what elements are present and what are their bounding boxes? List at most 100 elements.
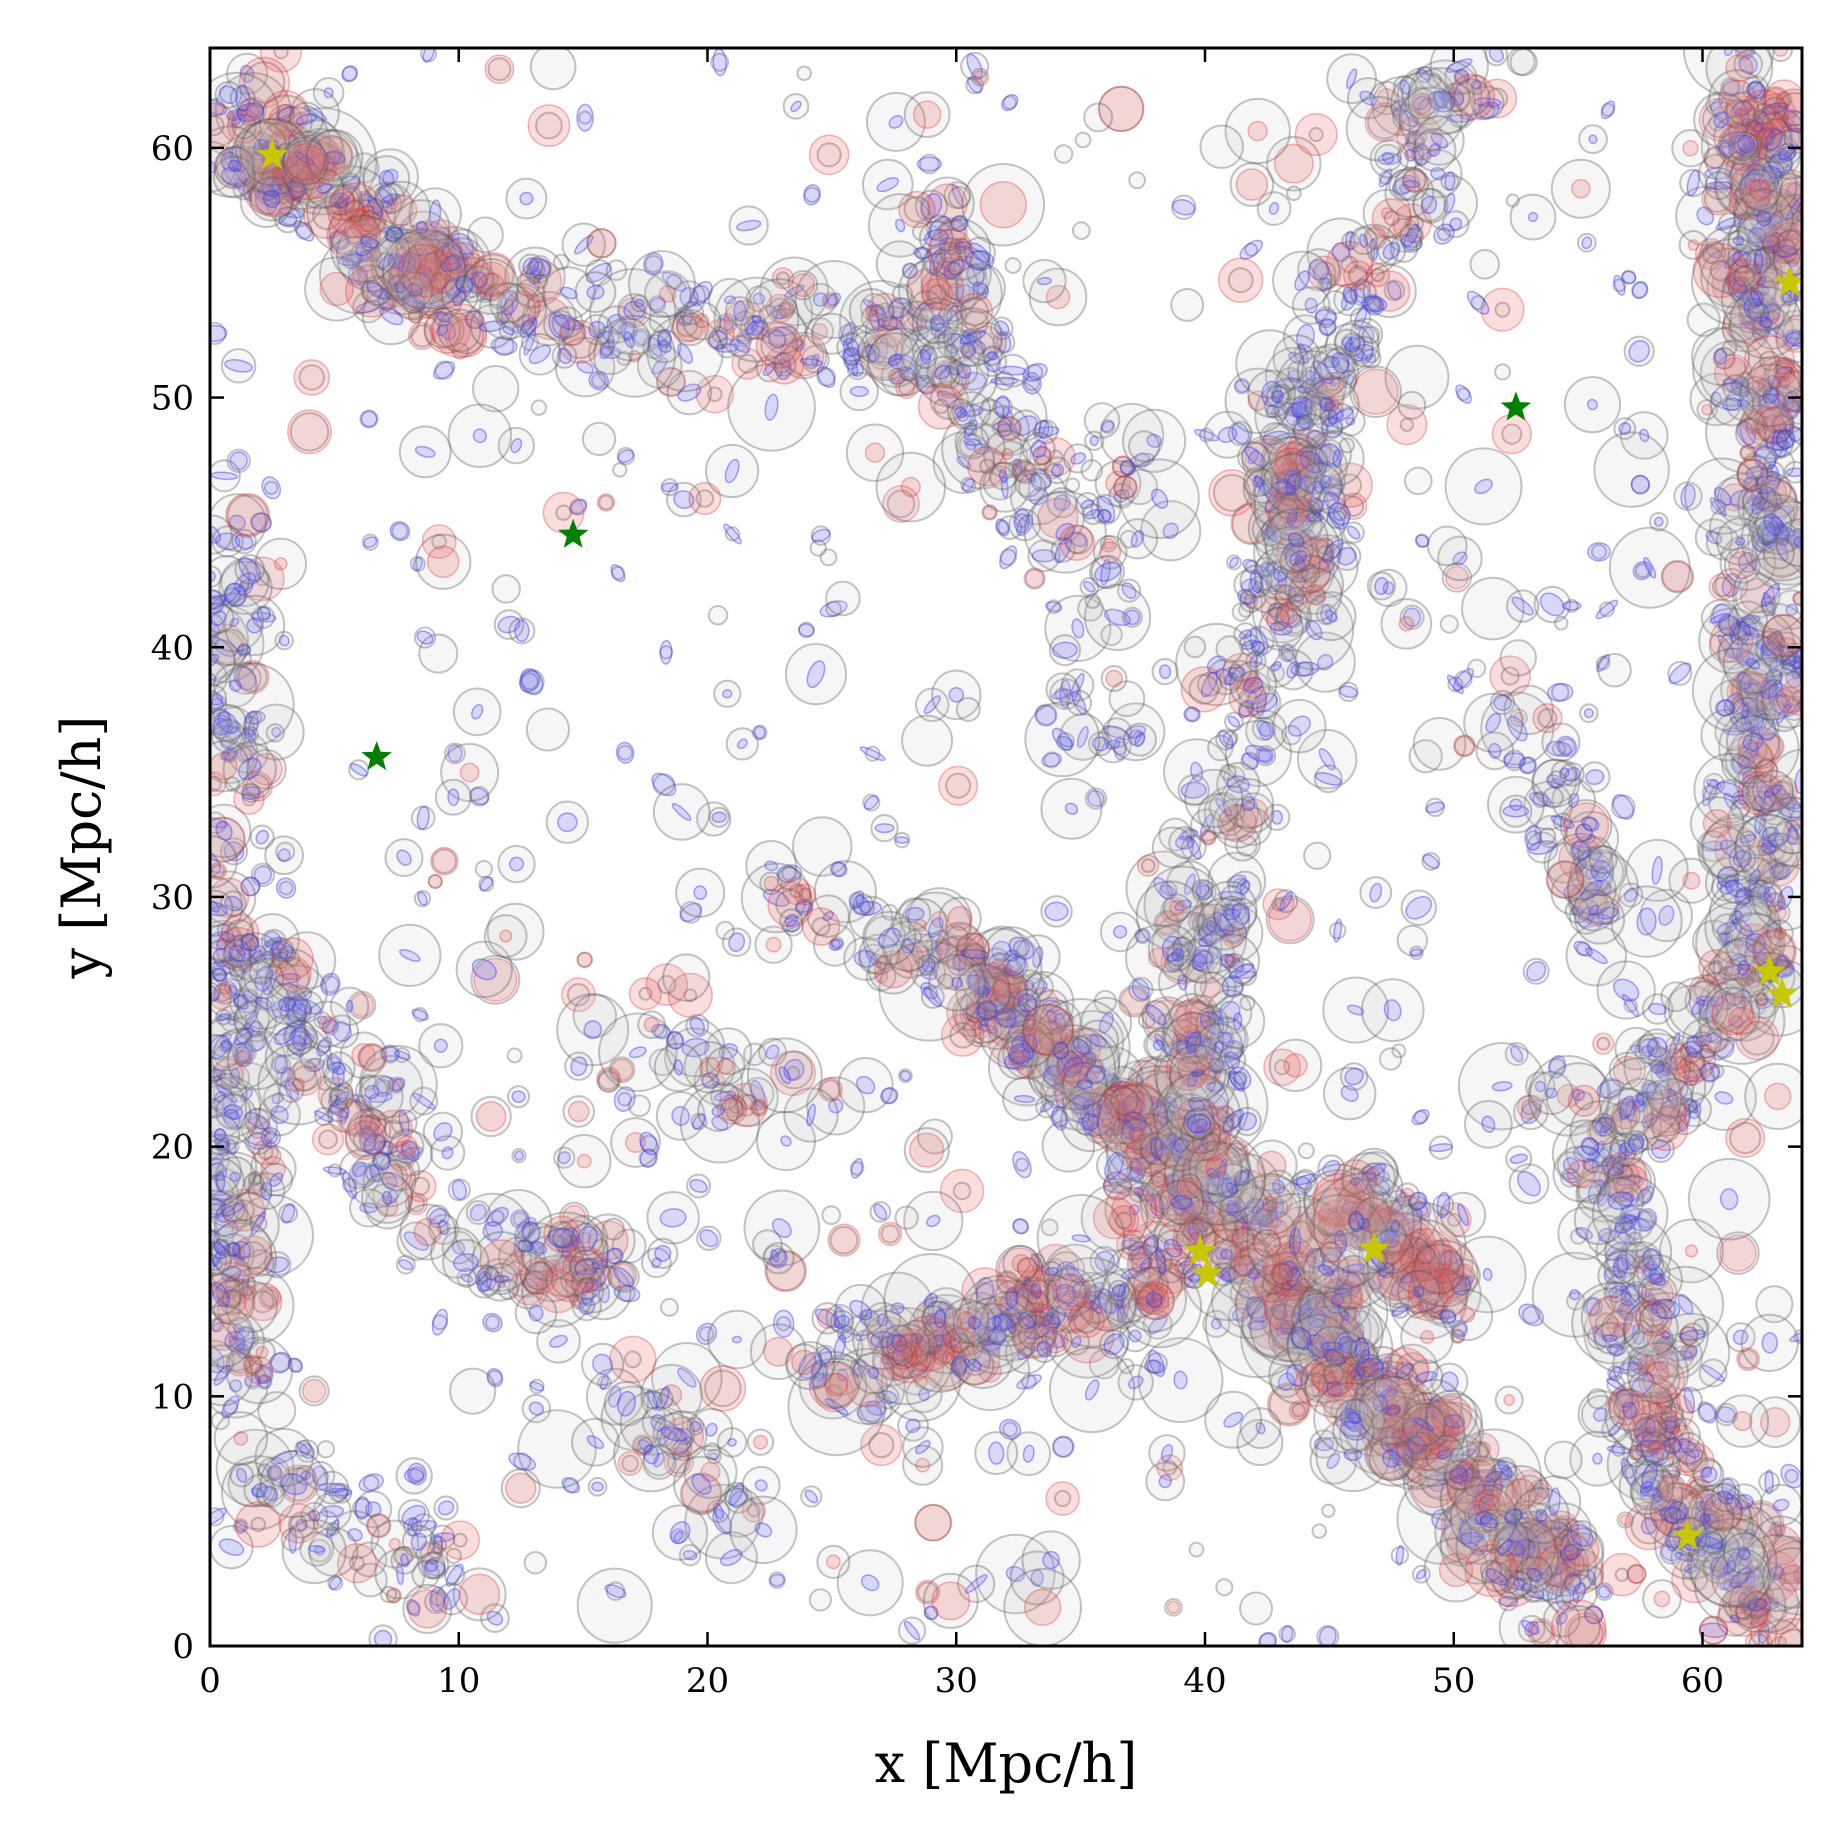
halo-point xyxy=(1425,797,1445,818)
halo-point xyxy=(1206,658,1244,696)
halo-point xyxy=(1380,597,1433,650)
halo-point xyxy=(1021,1530,1081,1590)
halo-point xyxy=(1439,1468,1500,1530)
halo-point xyxy=(1145,1461,1186,1502)
halo-point xyxy=(1739,444,1757,462)
halo-point xyxy=(1245,709,1288,752)
halo-point xyxy=(922,1572,979,1629)
halo-point xyxy=(561,1246,609,1294)
halo-point xyxy=(413,889,432,908)
halo-point xyxy=(511,1148,527,1164)
halo-point xyxy=(1412,187,1446,222)
halo-point xyxy=(1642,1579,1682,1619)
halo-point xyxy=(1692,919,1737,964)
halo-point xyxy=(1378,1047,1403,1071)
halo-point xyxy=(725,727,760,761)
halo-point xyxy=(615,741,635,764)
halo-point xyxy=(1275,602,1302,629)
halo-point xyxy=(493,609,525,640)
halo-point xyxy=(665,481,702,518)
halo-point xyxy=(1255,745,1277,767)
halo-point xyxy=(1411,1108,1430,1126)
halo-point xyxy=(1149,1170,1168,1189)
halo-point xyxy=(1104,1080,1145,1122)
halo-point xyxy=(1736,1347,1761,1372)
halo-point xyxy=(684,1483,761,1560)
halo-point xyxy=(470,954,521,1005)
halo-point xyxy=(1006,1431,1052,1477)
halo-point xyxy=(1222,898,1247,923)
halo-point xyxy=(1675,185,1736,247)
halo-point xyxy=(220,348,257,384)
halo-point xyxy=(1274,889,1299,914)
halo-point xyxy=(413,626,437,649)
halo-point xyxy=(1612,274,1627,296)
halo-point xyxy=(215,1428,295,1508)
halo-point xyxy=(1157,1012,1174,1030)
halo-point xyxy=(446,287,461,302)
halo-point xyxy=(880,357,919,397)
halo-point xyxy=(1592,1032,1615,1055)
halo-point xyxy=(1780,1463,1802,1489)
halo-point xyxy=(561,1477,581,1494)
halo-point xyxy=(1117,984,1151,1018)
halo-point xyxy=(1012,1150,1032,1179)
halo-point xyxy=(900,313,940,353)
halo-point xyxy=(1439,1308,1457,1326)
halo-point xyxy=(1608,1388,1651,1432)
halo-point xyxy=(1017,1310,1038,1331)
halo-point xyxy=(764,1249,807,1293)
halo-point xyxy=(897,1068,913,1084)
halo-point xyxy=(931,669,982,721)
halo-point xyxy=(1239,994,1256,1011)
halo-point xyxy=(791,816,853,877)
halo-point xyxy=(1542,786,1564,809)
halo-point xyxy=(1272,250,1333,311)
halo-point xyxy=(348,759,370,781)
halo-point xyxy=(1136,854,1160,877)
halo-point xyxy=(596,1066,622,1092)
halo-point xyxy=(707,605,729,626)
halo-point xyxy=(1346,1352,1385,1390)
halo-point xyxy=(752,1229,783,1261)
halo-point xyxy=(1108,1279,1130,1302)
halo-point xyxy=(1621,269,1637,285)
halo-point xyxy=(514,1291,558,1335)
halo-point xyxy=(542,491,585,534)
halo-point xyxy=(1247,575,1271,599)
halo-point xyxy=(1297,1142,1315,1160)
halo-point xyxy=(210,102,237,149)
halo-point xyxy=(1690,1064,1757,1131)
halo-point xyxy=(813,860,877,924)
halo-point xyxy=(1702,240,1727,265)
halo-point xyxy=(561,222,606,267)
halo-point xyxy=(1224,897,1258,931)
halo-point xyxy=(596,493,616,512)
halo-point xyxy=(898,190,936,229)
halo-point xyxy=(1752,769,1795,812)
halo-point xyxy=(1608,526,1691,609)
halo-point xyxy=(796,65,812,82)
halo-point xyxy=(607,1260,640,1293)
halo-point xyxy=(819,548,838,567)
halo-point xyxy=(1366,571,1396,601)
halo-point xyxy=(506,1085,531,1109)
halo-point xyxy=(395,1254,416,1275)
halo-point xyxy=(961,945,984,968)
halo-point xyxy=(395,291,411,306)
halo-point xyxy=(1550,158,1611,219)
halo-point xyxy=(1768,630,1784,649)
halo-point xyxy=(652,1412,696,1456)
halo-point xyxy=(1144,1359,1165,1374)
halo-point xyxy=(1541,722,1581,762)
halo-point xyxy=(1734,895,1772,933)
halo-point xyxy=(530,399,548,416)
halo-point xyxy=(763,1244,787,1268)
halo-point xyxy=(1624,1241,1652,1269)
halo-point xyxy=(699,1364,747,1412)
halo-point xyxy=(418,1023,464,1069)
halo-point xyxy=(425,1204,450,1229)
halo-point xyxy=(576,951,594,969)
halo-point xyxy=(1231,602,1252,622)
halo-point xyxy=(1185,1218,1209,1240)
